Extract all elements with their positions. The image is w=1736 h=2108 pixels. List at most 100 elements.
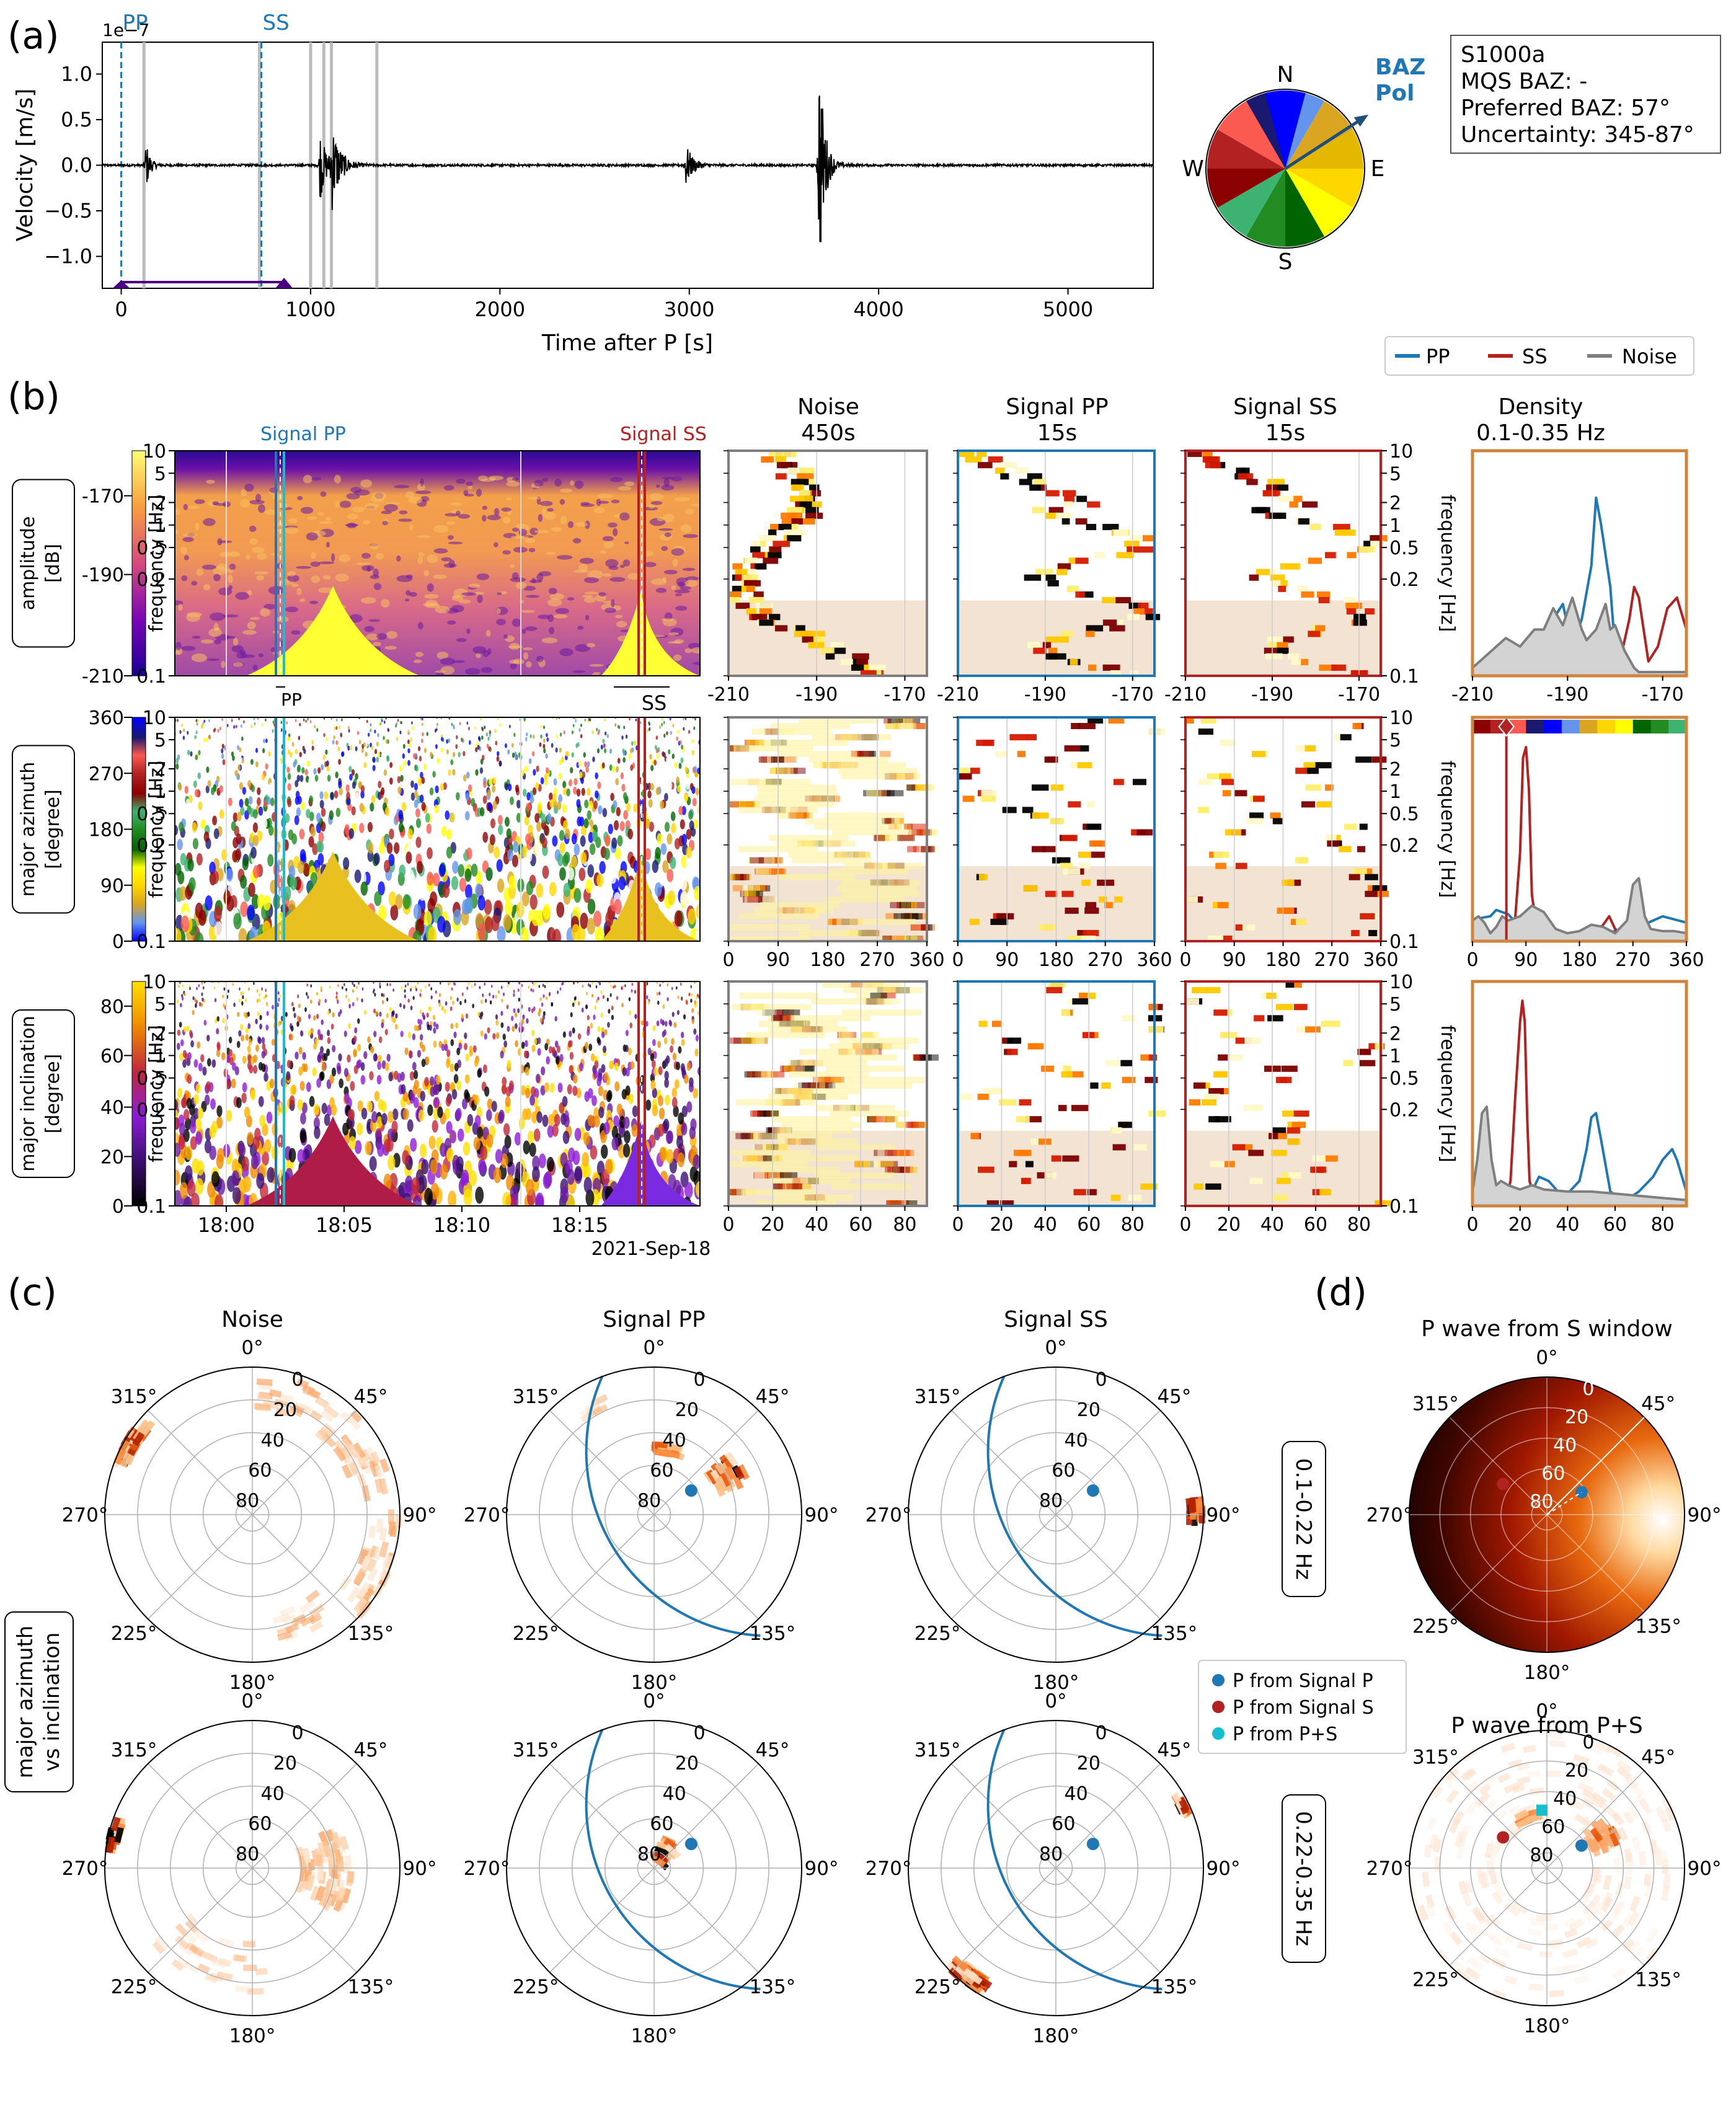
spectrogram-speck — [589, 718, 591, 722]
spectrogram-speck — [296, 1015, 300, 1021]
spectrogram-speck — [428, 728, 431, 733]
spectrogram-speck — [385, 739, 388, 744]
spectrogram-speck — [366, 633, 379, 640]
spectrogram-speck — [693, 766, 698, 773]
spectrogram-speck — [242, 995, 244, 999]
spectrogram-speck — [562, 854, 569, 867]
spectrogram-speck — [378, 722, 381, 726]
spectrogram-speck — [192, 838, 198, 849]
window-end-marker — [275, 278, 293, 288]
spectrogram-speck — [479, 986, 481, 990]
spectrogram-speck — [531, 981, 534, 985]
histogram-cell — [1142, 535, 1154, 542]
spectrogram-speck — [627, 1047, 632, 1056]
histogram-cell — [755, 795, 835, 802]
spectrogram-speck — [452, 595, 461, 598]
spectrogram-speck — [576, 799, 581, 808]
spectrogram-speck — [381, 510, 392, 515]
spectrogram-speck — [352, 781, 356, 789]
compass-sector — [1285, 169, 1353, 237]
histogram-cell — [914, 1054, 924, 1061]
spectrogram-speck — [535, 782, 539, 790]
spectrogram-speck — [660, 1018, 663, 1024]
spectrogram-speck — [525, 717, 526, 721]
spectrogram-speck — [521, 629, 526, 634]
spectrogram-speck — [182, 735, 185, 740]
spectrogram-speck — [317, 587, 334, 593]
spectrogram-speck — [343, 1030, 347, 1037]
spectrogram-speck — [389, 777, 393, 785]
spectrogram-speck — [665, 1094, 670, 1106]
spectrogram-speck — [269, 1078, 275, 1089]
spectrogram-speck — [222, 759, 226, 766]
spectrogram-speck — [243, 720, 245, 724]
histogram-cell — [1071, 723, 1081, 730]
histogram-xtick-label: 270 — [1087, 949, 1123, 971]
spectrogram-speck — [190, 1136, 197, 1150]
spectrogram-speck — [621, 1089, 627, 1100]
spectrogram-speck — [503, 914, 512, 931]
spectrogram-speck — [608, 522, 618, 528]
histogram-cell — [830, 642, 844, 649]
spectrogram-speck — [523, 652, 529, 660]
spectrogram-speck — [609, 1060, 614, 1070]
spectrogram-speck — [238, 1143, 246, 1158]
spectrogram-speck — [185, 1146, 193, 1161]
spectrogram-speck — [347, 513, 358, 520]
spectrogram-speck — [487, 1027, 490, 1034]
spectrogram-speck — [593, 1014, 596, 1021]
histogram-cell — [802, 636, 816, 643]
spectrogram-speck — [687, 718, 689, 722]
spectrogram-speck — [647, 790, 652, 799]
spectrogram-speck — [450, 759, 454, 766]
spectrogram-speck — [691, 647, 700, 654]
spectrogram-speck — [306, 532, 319, 541]
spectrogram-speck — [614, 898, 622, 915]
histogram-cell — [1185, 717, 1194, 724]
spectrogram-speck — [595, 985, 598, 989]
spectrogram-speck — [652, 1104, 658, 1117]
spectrogram-speck — [311, 740, 314, 745]
spectrogram-speck — [599, 982, 601, 986]
spectrogram-speck — [503, 1123, 510, 1136]
spectrogram-speck — [622, 1143, 631, 1158]
spectrogram-speck — [178, 1114, 185, 1127]
spectrogram-speck — [511, 743, 514, 748]
spectrogram-speck — [420, 717, 422, 720]
spectrogram-speck — [245, 1027, 249, 1034]
spectrogram-speck — [611, 1014, 614, 1021]
spectrogram-speck — [190, 751, 193, 757]
row-label-frame — [12, 1009, 75, 1178]
spectrogram-speck — [531, 910, 540, 926]
right-freq-axis-label: frequency [Hz] — [1437, 761, 1458, 898]
spectrogram-speck — [271, 1038, 275, 1046]
spectrogram-speck — [560, 488, 573, 493]
histogram-cell — [1042, 846, 1056, 852]
histogram-cell — [882, 935, 892, 942]
spectrogram-speck — [248, 1038, 252, 1046]
spectrogram-speck — [521, 983, 523, 988]
histogram-cell — [746, 1071, 761, 1078]
spectrogram-speck — [259, 1014, 262, 1021]
histogram-cell — [770, 868, 779, 875]
spectrogram-speck — [631, 741, 634, 746]
spectrogram-speck — [247, 1061, 252, 1070]
spectrogram-speck — [497, 751, 500, 757]
spectrogram-speck — [507, 749, 510, 755]
spectrogram-speck — [370, 1046, 374, 1054]
spectrogram-speck — [209, 1125, 216, 1139]
spectrogram-speck — [671, 986, 673, 991]
spectrogram-speck — [624, 984, 626, 988]
density-plot-1: 0 90 180 270 360 — [1466, 715, 1704, 971]
spectrogram-speck — [183, 503, 188, 510]
spectrogram-speck — [232, 637, 239, 646]
spectrogram-speck — [461, 592, 477, 596]
spectrogram-speck — [567, 521, 574, 528]
spectrogram-speck — [446, 1049, 451, 1058]
spectrogram-speck — [568, 779, 572, 787]
spectrogram-speck — [453, 724, 455, 728]
seismogram-panel: 0 1000 2000 3000 4000 5000 −1.0−0.50.00.51.0 … — [12, 11, 1154, 356]
histogram-cell — [1264, 647, 1282, 654]
histogram-cell — [1352, 868, 1367, 875]
spectrogram-speck — [352, 989, 354, 993]
